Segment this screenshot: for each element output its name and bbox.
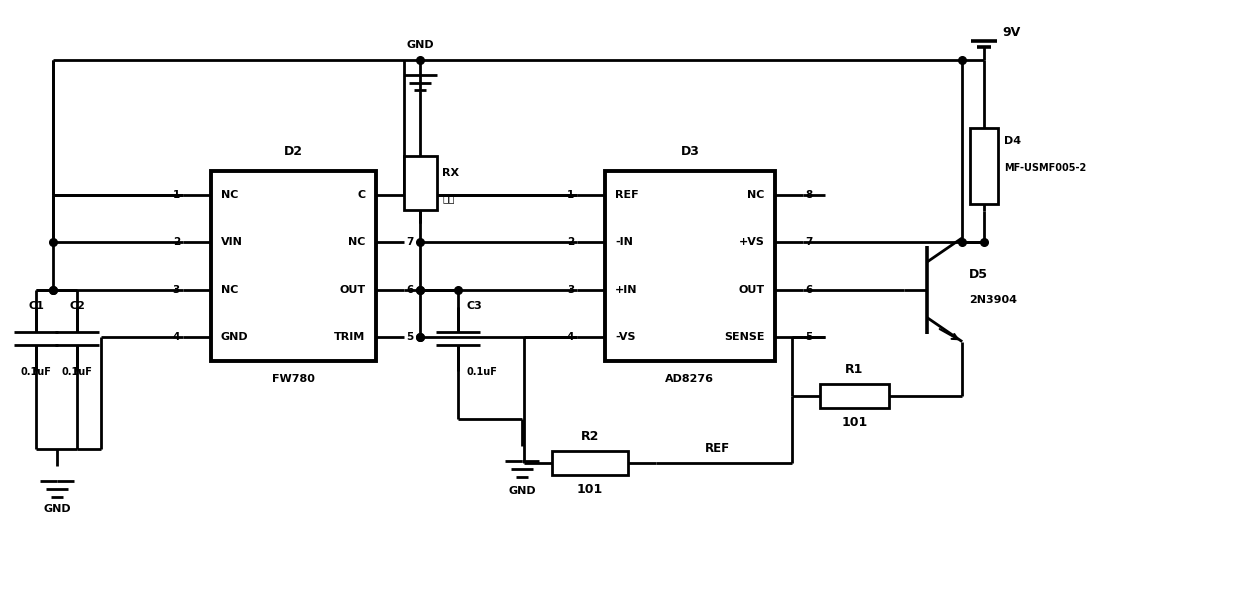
Text: OUT: OUT [739, 285, 765, 294]
Text: 4: 4 [172, 332, 180, 342]
Text: -VS: -VS [615, 332, 636, 342]
Text: OUT: OUT [340, 285, 366, 294]
Text: NC: NC [748, 190, 765, 200]
Bar [403, 156, 438, 210]
Text: REF: REF [706, 442, 730, 454]
Text: C3: C3 [466, 301, 482, 311]
Text: 0.1uF: 0.1uF [62, 367, 93, 377]
Text: RX: RX [443, 168, 460, 178]
Text: 7: 7 [407, 237, 414, 248]
Text: VIN: VIN [221, 237, 243, 248]
Text: 雷管: 雷管 [443, 194, 455, 203]
Text: TRIM: TRIM [335, 332, 366, 342]
Bar [970, 129, 998, 204]
Text: 4: 4 [567, 332, 574, 342]
Text: SENSE: SENSE [724, 332, 765, 342]
Text: C1: C1 [29, 301, 45, 311]
Bar [552, 451, 627, 475]
Text: +IN: +IN [615, 285, 637, 294]
Text: GND: GND [508, 486, 536, 496]
Bar [211, 171, 376, 361]
Text: 2N3904: 2N3904 [970, 294, 1017, 305]
Text: D2: D2 [284, 145, 303, 158]
Text: 0.1uF: 0.1uF [21, 367, 52, 377]
Text: 3: 3 [567, 285, 574, 294]
Text: 2: 2 [172, 237, 180, 248]
Text: 1: 1 [567, 190, 574, 200]
Text: 9V: 9V [1002, 26, 1021, 39]
Bar [605, 171, 775, 361]
Text: 0.1uF: 0.1uF [466, 367, 497, 377]
Text: C2: C2 [69, 301, 86, 311]
Text: NC: NC [221, 285, 238, 294]
Text: 2: 2 [567, 237, 574, 248]
Text: 7: 7 [806, 237, 813, 248]
Text: FW780: FW780 [272, 374, 315, 384]
Text: GND: GND [221, 332, 248, 342]
Text: D5: D5 [970, 268, 988, 281]
Text: 1: 1 [172, 190, 180, 200]
Text: GND: GND [43, 504, 71, 513]
Text: 8: 8 [407, 190, 414, 200]
Bar [820, 384, 889, 407]
Text: NC: NC [348, 237, 366, 248]
Text: D3: D3 [681, 145, 699, 158]
Text: 3: 3 [172, 285, 180, 294]
Text: 6: 6 [407, 285, 414, 294]
Text: 101: 101 [841, 416, 868, 429]
Text: MF-USMF005-2: MF-USMF005-2 [1004, 163, 1086, 173]
Text: 5: 5 [806, 332, 813, 342]
Text: GND: GND [407, 40, 434, 49]
Text: D4: D4 [1004, 136, 1022, 147]
Text: +VS: +VS [739, 237, 765, 248]
Text: 101: 101 [577, 483, 603, 496]
Text: 8: 8 [806, 190, 813, 200]
Text: C: C [357, 190, 366, 200]
Text: AD8276: AD8276 [666, 374, 714, 384]
Text: -IN: -IN [615, 237, 632, 248]
Text: R2: R2 [580, 430, 599, 443]
Text: R1: R1 [846, 363, 863, 376]
Text: 6: 6 [806, 285, 813, 294]
Text: REF: REF [615, 190, 639, 200]
Text: 5: 5 [407, 332, 414, 342]
Text: NC: NC [221, 190, 238, 200]
